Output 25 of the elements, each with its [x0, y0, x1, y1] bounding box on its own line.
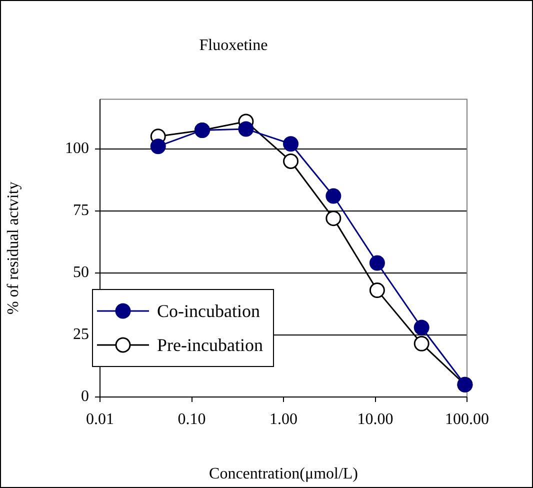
point	[369, 255, 385, 271]
point	[369, 282, 385, 298]
x-tick-label: 0.01	[86, 410, 114, 428]
point	[414, 320, 430, 336]
point	[283, 153, 299, 169]
point	[150, 138, 166, 154]
y-tick-label: 0	[81, 388, 89, 406]
point	[283, 136, 299, 152]
x-tick-label: 1.00	[270, 410, 298, 428]
y-tick-label: 25	[73, 326, 89, 344]
legend-label: Pre-incubation	[157, 334, 263, 356]
point	[414, 336, 430, 352]
x-axis-title: Concentration(μmol/L)	[209, 466, 358, 483]
y-axis-title: % of residual actvity	[4, 182, 22, 315]
chart-title: Fluoxetine	[199, 36, 268, 54]
point	[238, 121, 254, 137]
y-tick-label: 100	[65, 140, 89, 158]
x-tick-label: 0.10	[178, 410, 206, 428]
y-tick-label: 50	[73, 264, 89, 282]
x-tick-label: 10.00	[357, 410, 394, 428]
point	[326, 210, 342, 226]
y-tick-label: 75	[73, 202, 89, 220]
legend-label: Co-incubation	[157, 300, 260, 322]
point	[326, 188, 342, 204]
x-tick-label: 100.00	[445, 410, 489, 428]
